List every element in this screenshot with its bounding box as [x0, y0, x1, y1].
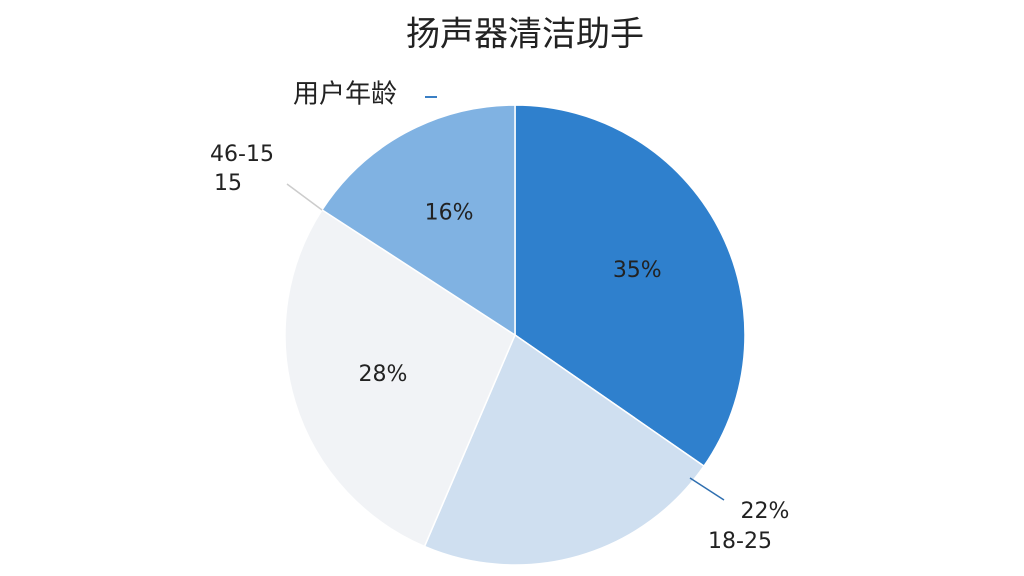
chart-title: 扬声器清洁助手 — [406, 15, 644, 55]
category-label: 18-25 — [708, 529, 772, 554]
value-label: 35% — [613, 258, 662, 283]
pie-slice — [321, 104, 516, 337]
leader-line — [689, 477, 725, 501]
chart-subtitle: 用户年龄 — [293, 80, 397, 110]
value-label: 28% — [359, 362, 408, 387]
value-label: 16% — [425, 201, 474, 226]
pie-slice — [284, 208, 516, 548]
value-label: 22% — [741, 499, 790, 524]
pie-slice — [423, 333, 706, 566]
leader-line — [286, 183, 323, 211]
category-label: 46-15 — [210, 142, 274, 167]
annotation: 15 — [214, 171, 242, 196]
pie-slice — [514, 104, 746, 468]
